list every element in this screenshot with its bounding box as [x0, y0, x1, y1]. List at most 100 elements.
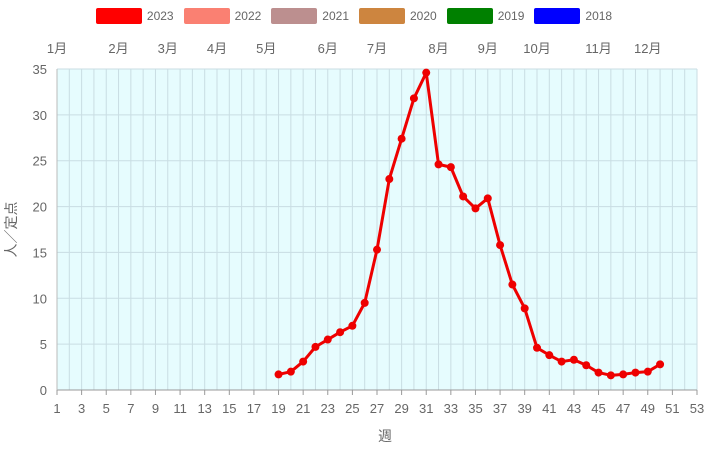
- data-point: [545, 351, 554, 360]
- data-point: [323, 335, 332, 344]
- data-point: [274, 370, 283, 379]
- legend-item-2022[interactable]: 2022: [183, 8, 262, 24]
- month-label: 10月: [523, 41, 550, 56]
- data-point: [299, 357, 308, 366]
- x-tick-label: 15: [222, 401, 236, 416]
- data-point: [483, 194, 492, 203]
- month-label: 5月: [256, 41, 276, 56]
- data-point: [594, 368, 603, 377]
- data-point: [336, 328, 345, 337]
- x-tick-label: 3: [78, 401, 85, 416]
- legend-item-2021[interactable]: 2021: [271, 8, 349, 24]
- x-tick-label: 53: [690, 401, 704, 416]
- data-point: [656, 360, 665, 369]
- month-label: 11月: [585, 41, 612, 56]
- x-tick-label: 17: [247, 401, 261, 416]
- legend-swatch: [271, 8, 318, 24]
- chart-legend: 2023 2022 2021 2020 2019 2018: [0, 8, 708, 24]
- x-tick-label: 29: [394, 401, 408, 416]
- legend-item-2019[interactable]: 2019: [446, 8, 525, 24]
- month-label: 6月: [318, 41, 338, 56]
- data-point: [533, 343, 541, 352]
- legend-swatch: [359, 8, 405, 24]
- y-tick-label: 30: [33, 108, 47, 123]
- y-tick-label: 10: [33, 291, 47, 306]
- legend-swatch: [95, 8, 142, 24]
- x-tick-label: 35: [468, 401, 482, 416]
- month-label: 12月: [634, 41, 661, 56]
- data-point: [557, 357, 566, 366]
- data-point: [582, 361, 591, 370]
- data-point: [459, 192, 468, 201]
- data-point: [508, 280, 517, 289]
- month-label: 1月: [47, 41, 67, 56]
- month-label: 4月: [207, 41, 227, 56]
- data-point: [311, 342, 320, 351]
- x-tick-label: 49: [641, 401, 655, 416]
- x-tick-label: 47: [616, 401, 630, 416]
- data-point: [569, 355, 578, 364]
- data-point: [409, 94, 418, 103]
- data-point: [385, 175, 394, 184]
- x-tick-label: 9: [152, 401, 159, 416]
- x-tick-label: 11: [173, 401, 187, 416]
- x-tick-label: 25: [345, 401, 359, 416]
- month-label: 9月: [478, 41, 498, 56]
- legend-swatch: [534, 8, 581, 24]
- x-tick-label: 37: [493, 401, 507, 416]
- x-tick-label: 23: [321, 401, 335, 416]
- x-tick-label: 1: [53, 401, 60, 416]
- legend-swatch: [183, 8, 230, 24]
- x-tick-label: 33: [444, 401, 458, 416]
- data-point: [643, 367, 652, 376]
- legend-label: 2020: [410, 9, 437, 23]
- data-point: [619, 370, 628, 379]
- x-tick-label: 41: [542, 401, 556, 416]
- data-point: [286, 367, 295, 376]
- x-tick-label: 5: [103, 401, 110, 416]
- x-tick-label: 13: [197, 401, 211, 416]
- data-point: [422, 68, 431, 77]
- legend-label: 2021: [322, 9, 349, 23]
- month-label: 8月: [428, 41, 448, 56]
- x-tick-label: 7: [127, 401, 134, 416]
- x-tick-label: 21: [296, 401, 310, 416]
- x-axis-title: 週: [378, 428, 392, 444]
- y-axis-title: 人／定点: [3, 202, 19, 258]
- x-tick-label: 27: [370, 401, 384, 416]
- data-point: [397, 134, 406, 143]
- x-tick-label: 43: [567, 401, 581, 416]
- data-point: [631, 368, 640, 377]
- legend-label: 2022: [234, 9, 262, 23]
- data-point: [606, 371, 615, 380]
- x-tick-label: 19: [271, 401, 285, 416]
- x-tick-label: 39: [517, 401, 531, 416]
- y-tick-label: 15: [33, 245, 47, 260]
- data-point: [360, 298, 369, 307]
- month-label: 2月: [108, 41, 128, 56]
- y-tick-label: 5: [40, 337, 47, 352]
- y-tick-label: 25: [33, 154, 47, 169]
- data-point: [446, 163, 455, 172]
- legend-label: 2018: [585, 9, 613, 23]
- data-point: [496, 241, 505, 250]
- legend-item-2020[interactable]: 2020: [359, 8, 437, 24]
- month-label: 3月: [158, 41, 178, 56]
- month-label: 7月: [367, 41, 387, 56]
- data-point: [373, 245, 381, 254]
- data-point: [520, 304, 529, 313]
- legend-label: 2023: [146, 9, 174, 23]
- data-point: [348, 321, 357, 330]
- x-tick-label: 51: [665, 401, 679, 416]
- legend-item-2018[interactable]: 2018: [534, 8, 612, 24]
- y-tick-label: 35: [33, 62, 47, 77]
- legend-label: 2019: [497, 9, 525, 23]
- y-tick-label: 20: [33, 200, 47, 215]
- data-point: [434, 160, 443, 169]
- legend-item-2023[interactable]: 2023: [95, 8, 174, 24]
- legend-swatch: [446, 8, 493, 24]
- x-tick-label: 45: [591, 401, 605, 416]
- data-point: [471, 204, 480, 213]
- x-tick-label: 31: [419, 401, 433, 416]
